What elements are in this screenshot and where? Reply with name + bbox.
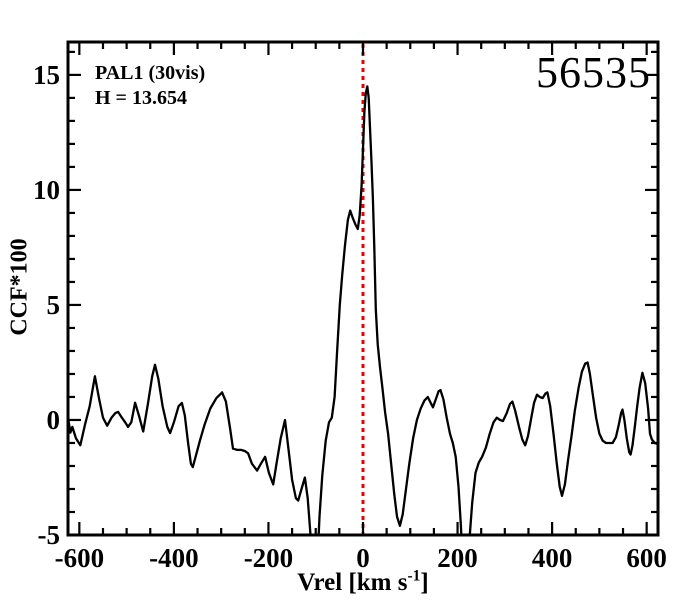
ccf-curve bbox=[68, 85, 658, 535]
y-tick-label: 5 bbox=[47, 290, 61, 320]
magnitude-label: H = 13.654 bbox=[95, 87, 187, 109]
x-axis-title: Vrel [km s-1] bbox=[68, 567, 658, 597]
epoch-label: 56535 bbox=[536, 48, 651, 97]
x-tick-label: -600 bbox=[55, 543, 105, 573]
x-tick-label: 200 bbox=[437, 543, 478, 573]
x-axis-title-sup: -1 bbox=[407, 567, 421, 585]
x-tick-label: 400 bbox=[532, 543, 573, 573]
x-tick-label: -400 bbox=[149, 543, 199, 573]
y-tick-label: -5 bbox=[38, 520, 61, 550]
target-label: PAL1 (30vis) bbox=[95, 62, 206, 84]
y-axis-title: CCF*100 bbox=[6, 238, 33, 336]
x-axis-title-close: ] bbox=[420, 569, 429, 596]
y-tick-label: 0 bbox=[47, 405, 61, 435]
x-axis-title-main: Vrel [km s bbox=[297, 569, 408, 596]
y-tick-label: 10 bbox=[33, 175, 60, 205]
y-tick-label: 15 bbox=[33, 60, 60, 90]
x-tick-label: 600 bbox=[626, 543, 667, 573]
tick-labels: -600 -400 -200 0 200 400 600 -5 0 5 10 15 bbox=[33, 60, 667, 573]
axes-frame bbox=[66, 40, 660, 537]
x-tick-label: -200 bbox=[244, 543, 294, 573]
x-tick-label: 0 bbox=[356, 543, 370, 573]
